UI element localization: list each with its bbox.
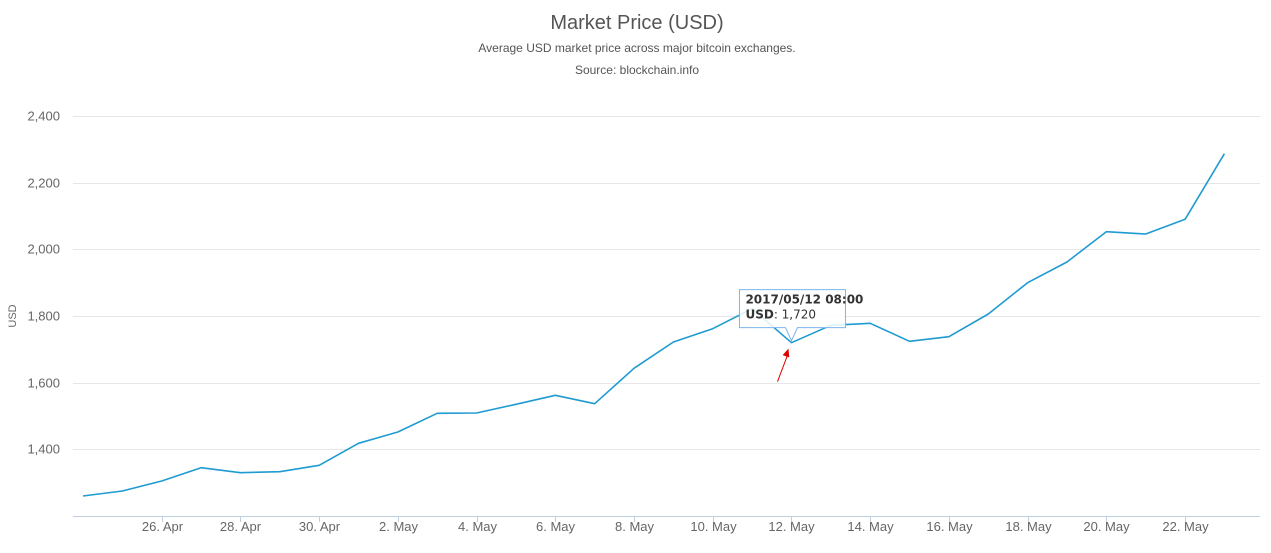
tooltip-value: 1,720 xyxy=(782,308,816,322)
tooltip-value-row: USD: 1,720 xyxy=(745,308,816,322)
x-tick-label: 8. May xyxy=(615,519,655,534)
chart-subtitle: Average USD market price across major bi… xyxy=(478,41,795,55)
x-tick-label: 28. Apr xyxy=(220,519,262,534)
y-tick-label: 2,200 xyxy=(27,176,60,191)
x-tick-label: 26. Apr xyxy=(142,519,184,534)
tooltip-series-label: USD xyxy=(745,308,773,322)
x-tick-label: 22. May xyxy=(1162,519,1209,534)
x-tick-label: 18. May xyxy=(1005,519,1052,534)
annotation-arrow xyxy=(776,348,790,382)
x-tick-label: 20. May xyxy=(1083,519,1130,534)
tooltip-separator: : xyxy=(774,308,782,322)
y-axis-label: USD xyxy=(7,304,19,327)
x-tick-label: 16. May xyxy=(926,519,973,534)
grid-lines xyxy=(73,116,1260,450)
x-tick-label: 30. Apr xyxy=(299,519,341,534)
chart-source: Source: blockchain.info xyxy=(575,63,699,77)
y-tick-label: 1,800 xyxy=(27,309,60,324)
y-tick-label: 1,400 xyxy=(27,442,60,457)
chart-title: Market Price (USD) xyxy=(550,12,723,34)
x-tick-label: 10. May xyxy=(690,519,737,534)
y-axis-ticks: 1,400 1,600 1,800 2,000 2,200 2,400 xyxy=(27,109,60,457)
arrow-shaft xyxy=(776,352,789,382)
x-tick-label: 12. May xyxy=(768,519,815,534)
x-tick-label: 14. May xyxy=(847,519,894,534)
tooltip: 2017/05/12 08:00 USD: 1,720 xyxy=(738,289,863,342)
y-tick-label: 2,400 xyxy=(27,109,60,124)
x-tick-label: 6. May xyxy=(536,519,576,534)
x-tick-label: 4. May xyxy=(458,519,498,534)
y-tick-label: 1,600 xyxy=(27,376,60,391)
arrow-head xyxy=(782,348,790,358)
y-tick-label: 2,000 xyxy=(27,242,60,257)
x-tick-label: 2. May xyxy=(379,519,419,534)
series-line-usd xyxy=(82,153,1226,497)
tooltip-box xyxy=(738,289,846,342)
tooltip-date: 2017/05/12 08:00 xyxy=(745,293,863,307)
x-axis: 26. Apr 28. Apr 30. Apr 2. May 4. May 6. May 8… xyxy=(73,516,1260,534)
